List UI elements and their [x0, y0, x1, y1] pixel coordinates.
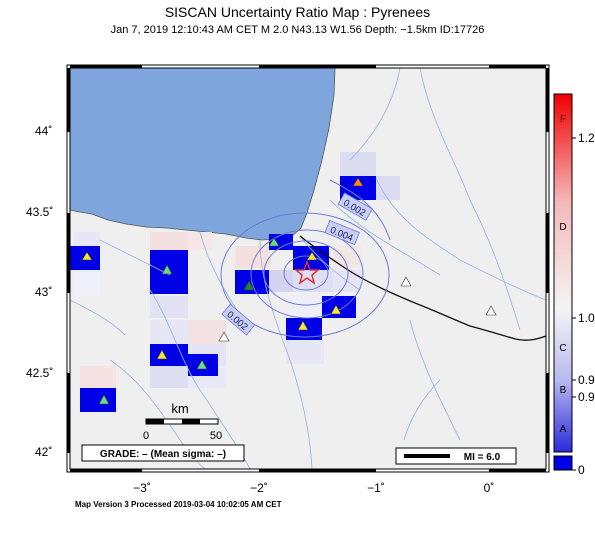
- contours: [220, 179, 391, 338]
- colorbar-value: 0.9: [578, 390, 595, 404]
- scale-bar: km 0 50: [143, 401, 222, 442]
- station-triangle: [243, 280, 255, 291]
- map-subtitle: Jan 7, 2019 12:10:43 AM CET M 2.0 N43.13…: [110, 24, 485, 36]
- lat-label: 42.5˚: [26, 366, 53, 380]
- station-triangle: [400, 276, 412, 287]
- station-triangle: [485, 305, 497, 316]
- lon-label: 0˚: [484, 481, 495, 495]
- mi-box: MI = 6.0: [395, 447, 517, 465]
- station-triangle: [161, 264, 173, 275]
- colorbar-value: 1.2: [578, 131, 595, 145]
- epicenter-star-icon: [293, 259, 321, 285]
- scale-tick-right: 50: [210, 430, 222, 442]
- station-triangle: [330, 304, 342, 315]
- station-triangle: [352, 177, 364, 187]
- colorbar: F D C B A 1.2 1.0 0.9 0.9 0: [553, 93, 595, 477]
- station-triangle: [306, 251, 318, 261]
- mi-label: MI = 6.0: [464, 452, 501, 463]
- footer-processing-info: Map Version 3 Processed 2019-03-04 10:02…: [75, 500, 282, 509]
- station-triangle: [196, 359, 208, 370]
- colorbar-letter: C: [559, 343, 566, 354]
- lat-label: 43.5˚: [26, 205, 53, 219]
- station-triangle: [268, 237, 280, 247]
- scale-tick-left: 0: [143, 430, 149, 442]
- colorbar-value: 0.9: [578, 373, 595, 387]
- lon-label: −3˚: [133, 481, 151, 495]
- contour-labels: 0.002 0.004 0.002: [221, 192, 373, 336]
- grade-label: GRADE: – (Mean sigma: –): [100, 449, 226, 460]
- lat-label: 43˚: [35, 285, 52, 299]
- lon-label: −2˚: [250, 481, 268, 495]
- colorbar-value: 0: [578, 463, 585, 477]
- station-triangle: [297, 320, 309, 331]
- station-triangle: [156, 349, 168, 360]
- map-title: SISCAN Uncertainty Ratio Map : Pyrenees: [164, 4, 431, 20]
- colorbar-letter: D: [559, 222, 566, 233]
- lat-labels: 44˚ 43.5˚ 43˚ 42.5˚ 42˚: [26, 124, 53, 459]
- map-frame: [66, 64, 550, 473]
- colorbar-letter: B: [560, 385, 567, 396]
- colorbar-value: 1.0: [578, 311, 595, 325]
- lat-label: 44˚: [35, 124, 52, 138]
- colorbar-letter: F: [560, 114, 566, 125]
- colorbar-letter: A: [560, 424, 567, 435]
- station-triangle: [98, 394, 110, 405]
- national-border: [299, 235, 546, 341]
- grade-box: GRADE: – (Mean sigma: –): [81, 444, 245, 462]
- station-triangle: [218, 331, 230, 342]
- stations: [81, 177, 497, 405]
- lon-label: −1˚: [367, 481, 385, 495]
- lon-labels: −3˚ −2˚ −1˚ 0˚: [133, 481, 494, 495]
- ocean: [70, 68, 336, 241]
- lat-label: 42˚: [35, 445, 52, 459]
- scale-unit: km: [171, 401, 188, 416]
- station-triangle: [81, 251, 93, 261]
